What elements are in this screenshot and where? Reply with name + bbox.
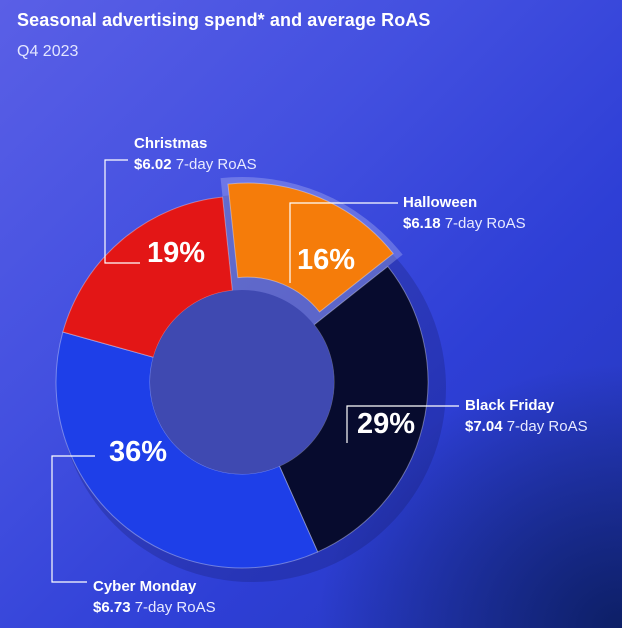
data-label-christmas: 19%: [147, 237, 205, 269]
data-label-cyber-monday: 36%: [109, 436, 167, 468]
donut-hole-sheen: [150, 290, 334, 474]
roas-value-black-friday: $7.04: [465, 418, 503, 435]
chart-title: Seasonal advertising spend* and average …: [17, 10, 431, 30]
roas-unit-halloween: 7-day RoAS: [444, 215, 526, 232]
callout-black-friday: Black Friday $7.04 7-day RoAS: [465, 395, 588, 437]
leader-line-halloween: [289, 202, 398, 283]
callout-christmas: Christmas $6.02 7-day RoAS: [134, 133, 257, 175]
slice-name-cyber-monday: Cyber Monday: [93, 578, 197, 595]
leader-line-black-friday: [346, 405, 459, 443]
callout-cyber-monday: Cyber Monday $6.73 7-day RoAS: [93, 576, 216, 618]
slice-name-halloween: Halloween: [403, 194, 478, 211]
slice-name-black-friday: Black Friday: [465, 397, 555, 414]
chart-subtitle: Q4 2023: [17, 43, 79, 60]
roas-value-halloween: $6.18: [403, 215, 441, 232]
leader-line-cyber-monday: [51, 455, 95, 583]
donut-hole: [150, 290, 334, 474]
roas-unit-black-friday: 7-day RoAS: [506, 418, 588, 435]
roas-value-cyber-monday: $6.73: [93, 599, 131, 616]
slice-halloween: [227, 182, 394, 313]
roas-value-christmas: $6.02: [134, 156, 172, 173]
slice-name-christmas: Christmas: [134, 135, 208, 152]
data-label-black-friday: 29%: [357, 408, 415, 440]
leader-line-christmas: [104, 159, 140, 264]
roas-unit-cyber-monday: 7-day RoAS: [134, 599, 216, 616]
data-label-halloween: 16%: [297, 244, 355, 276]
callout-halloween: Halloween $6.18 7-day RoAS: [403, 192, 526, 234]
roas-unit-christmas: 7-day RoAS: [175, 156, 257, 173]
